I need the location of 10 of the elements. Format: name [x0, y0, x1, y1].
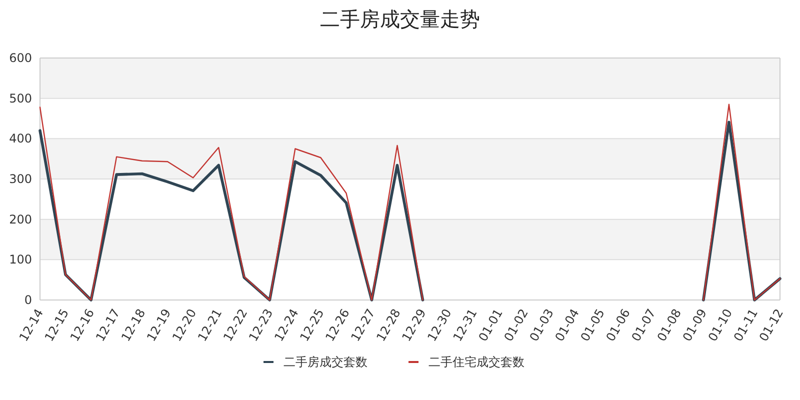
y-tick-label: 600 — [9, 51, 32, 65]
legend-label: 二手住宅成交套数 — [428, 355, 524, 369]
legend-label: 二手房成交套数 — [284, 355, 368, 369]
y-tick-label: 400 — [9, 132, 32, 146]
y-tick-label: 0 — [24, 293, 32, 307]
chart-title: 二手房成交量走势 — [320, 7, 480, 31]
y-tick-label: 300 — [9, 172, 32, 186]
y-tick-label: 500 — [9, 91, 32, 106]
y-tick-label: 200 — [9, 212, 32, 226]
y-tick-label: 100 — [9, 252, 32, 267]
